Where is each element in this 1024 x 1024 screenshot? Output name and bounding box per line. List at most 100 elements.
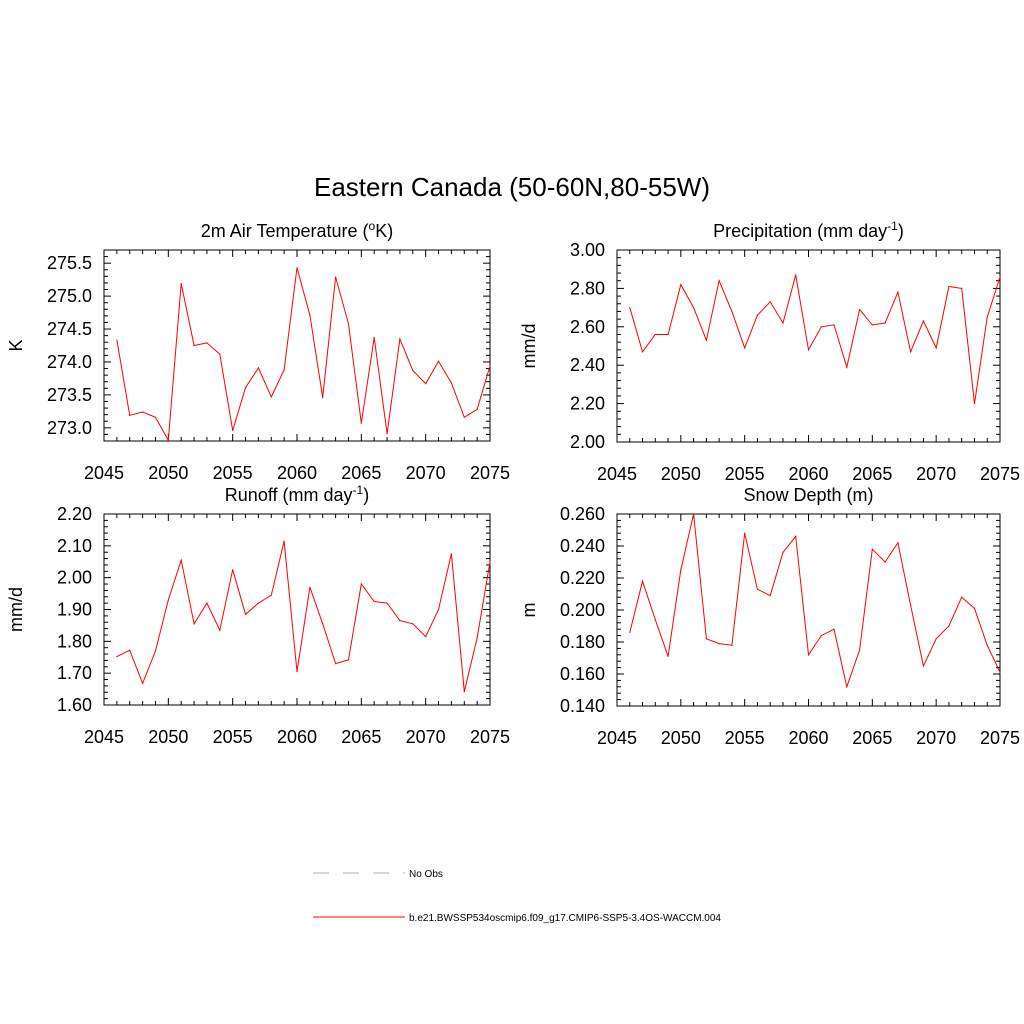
- panel-title-text: Precipitation (mm day: [713, 221, 887, 241]
- x-tick-label: 2050: [148, 463, 188, 483]
- data-point: [948, 625, 950, 627]
- data-point: [206, 602, 208, 604]
- panel-title-superscript: -1: [353, 483, 364, 497]
- data-point: [129, 414, 131, 416]
- x-tick-label: 2050: [148, 727, 188, 747]
- x-tick-label: 2045: [597, 464, 637, 484]
- data-point: [399, 338, 401, 340]
- data-point: [846, 366, 848, 368]
- x-tick-label: 2060: [788, 728, 828, 748]
- data-point: [219, 353, 221, 355]
- legend-label-1: No Obs: [409, 869, 443, 880]
- data-point: [450, 553, 452, 555]
- panel-title: Precipitation (mm day-1): [713, 219, 904, 241]
- x-tick-label: 2065: [341, 463, 381, 483]
- data-point: [693, 513, 695, 515]
- y-tick-label: 274.5: [47, 319, 92, 339]
- y-axis-label: K: [6, 339, 26, 351]
- data-point: [322, 623, 324, 625]
- data-point: [986, 644, 988, 646]
- y-tick-label: 2.00: [570, 432, 605, 452]
- data-point: [782, 322, 784, 324]
- y-tick-label: 275.0: [47, 286, 92, 306]
- data-point: [206, 342, 208, 344]
- data-point: [296, 267, 298, 269]
- y-tick-label: 2.00: [57, 568, 92, 588]
- data-point: [335, 276, 337, 278]
- data-point: [167, 439, 169, 441]
- data-point: [744, 347, 746, 349]
- data-point: [322, 396, 324, 399]
- data-point: [769, 301, 771, 303]
- panel-title: Snow Depth (m): [743, 485, 873, 505]
- data-point: [756, 314, 759, 316]
- data-point: [180, 559, 182, 561]
- x-tick-label: 2060: [277, 463, 317, 483]
- data-point: [309, 314, 311, 316]
- y-tick-label: 0.220: [560, 568, 605, 588]
- data-point: [693, 307, 695, 309]
- data-point: [629, 307, 631, 309]
- y-tick-label: 1.90: [57, 600, 92, 620]
- data-point: [386, 602, 388, 604]
- x-tick-label: 2070: [916, 464, 956, 484]
- y-tick-label: 2.20: [570, 394, 605, 414]
- data-point: [270, 396, 272, 398]
- data-point: [360, 422, 362, 424]
- data-point: [948, 285, 950, 288]
- y-tick-label: 2.60: [570, 317, 605, 337]
- x-tick-label: 2055: [725, 464, 765, 484]
- data-point: [846, 686, 848, 688]
- data-point: [232, 569, 234, 571]
- data-point: [180, 282, 182, 285]
- x-tick-label: 2055: [213, 463, 253, 483]
- data-point: [999, 671, 1001, 674]
- data-point: [833, 324, 835, 326]
- x-tick-label: 2070: [406, 463, 446, 483]
- data-point: [270, 594, 272, 596]
- data-point: [193, 344, 195, 347]
- x-tick-label: 2075: [980, 728, 1020, 748]
- data-point: [667, 333, 669, 336]
- x-tick-label: 2045: [84, 727, 124, 747]
- data-point: [142, 682, 144, 684]
- data-point: [167, 599, 169, 601]
- data-point: [360, 583, 362, 585]
- data-point: [399, 620, 401, 622]
- y-tick-label: 3.00: [570, 240, 605, 260]
- data-point: [986, 316, 988, 318]
- data-point: [744, 532, 746, 534]
- data-point: [795, 274, 797, 276]
- data-point: [425, 383, 427, 385]
- figure-title: Eastern Canada (50-60N,80-55W): [314, 172, 710, 202]
- y-tick-label: 275.5: [47, 253, 92, 273]
- panel-title-superscript: -1: [887, 219, 898, 233]
- data-point: [257, 367, 259, 369]
- data-point: [769, 595, 771, 597]
- x-tick-label: 2055: [213, 727, 253, 747]
- panel-title-tail: ): [898, 221, 904, 241]
- data-point: [283, 540, 285, 542]
- x-tick-label: 2050: [661, 464, 701, 484]
- data-point: [897, 291, 899, 293]
- y-axis-label: mm/d: [6, 587, 26, 632]
- data-point: [973, 607, 976, 610]
- y-tick-label: 2.10: [57, 536, 92, 556]
- data-point: [437, 608, 440, 611]
- y-tick-label: 0.260: [560, 504, 605, 524]
- data-point: [705, 638, 707, 640]
- data-point: [871, 324, 873, 326]
- data-point: [807, 349, 810, 351]
- panel-title: Runoff (mm day-1): [225, 483, 369, 505]
- data-point: [489, 561, 491, 563]
- data-point: [705, 339, 707, 341]
- x-tick-label: 2075: [470, 727, 510, 747]
- y-tick-label: 1.70: [57, 663, 92, 683]
- data-point: [129, 649, 131, 651]
- data-point: [142, 411, 144, 413]
- data-point: [680, 569, 682, 571]
- data-point: [922, 320, 925, 322]
- data-point: [232, 429, 234, 432]
- data-point: [463, 691, 465, 693]
